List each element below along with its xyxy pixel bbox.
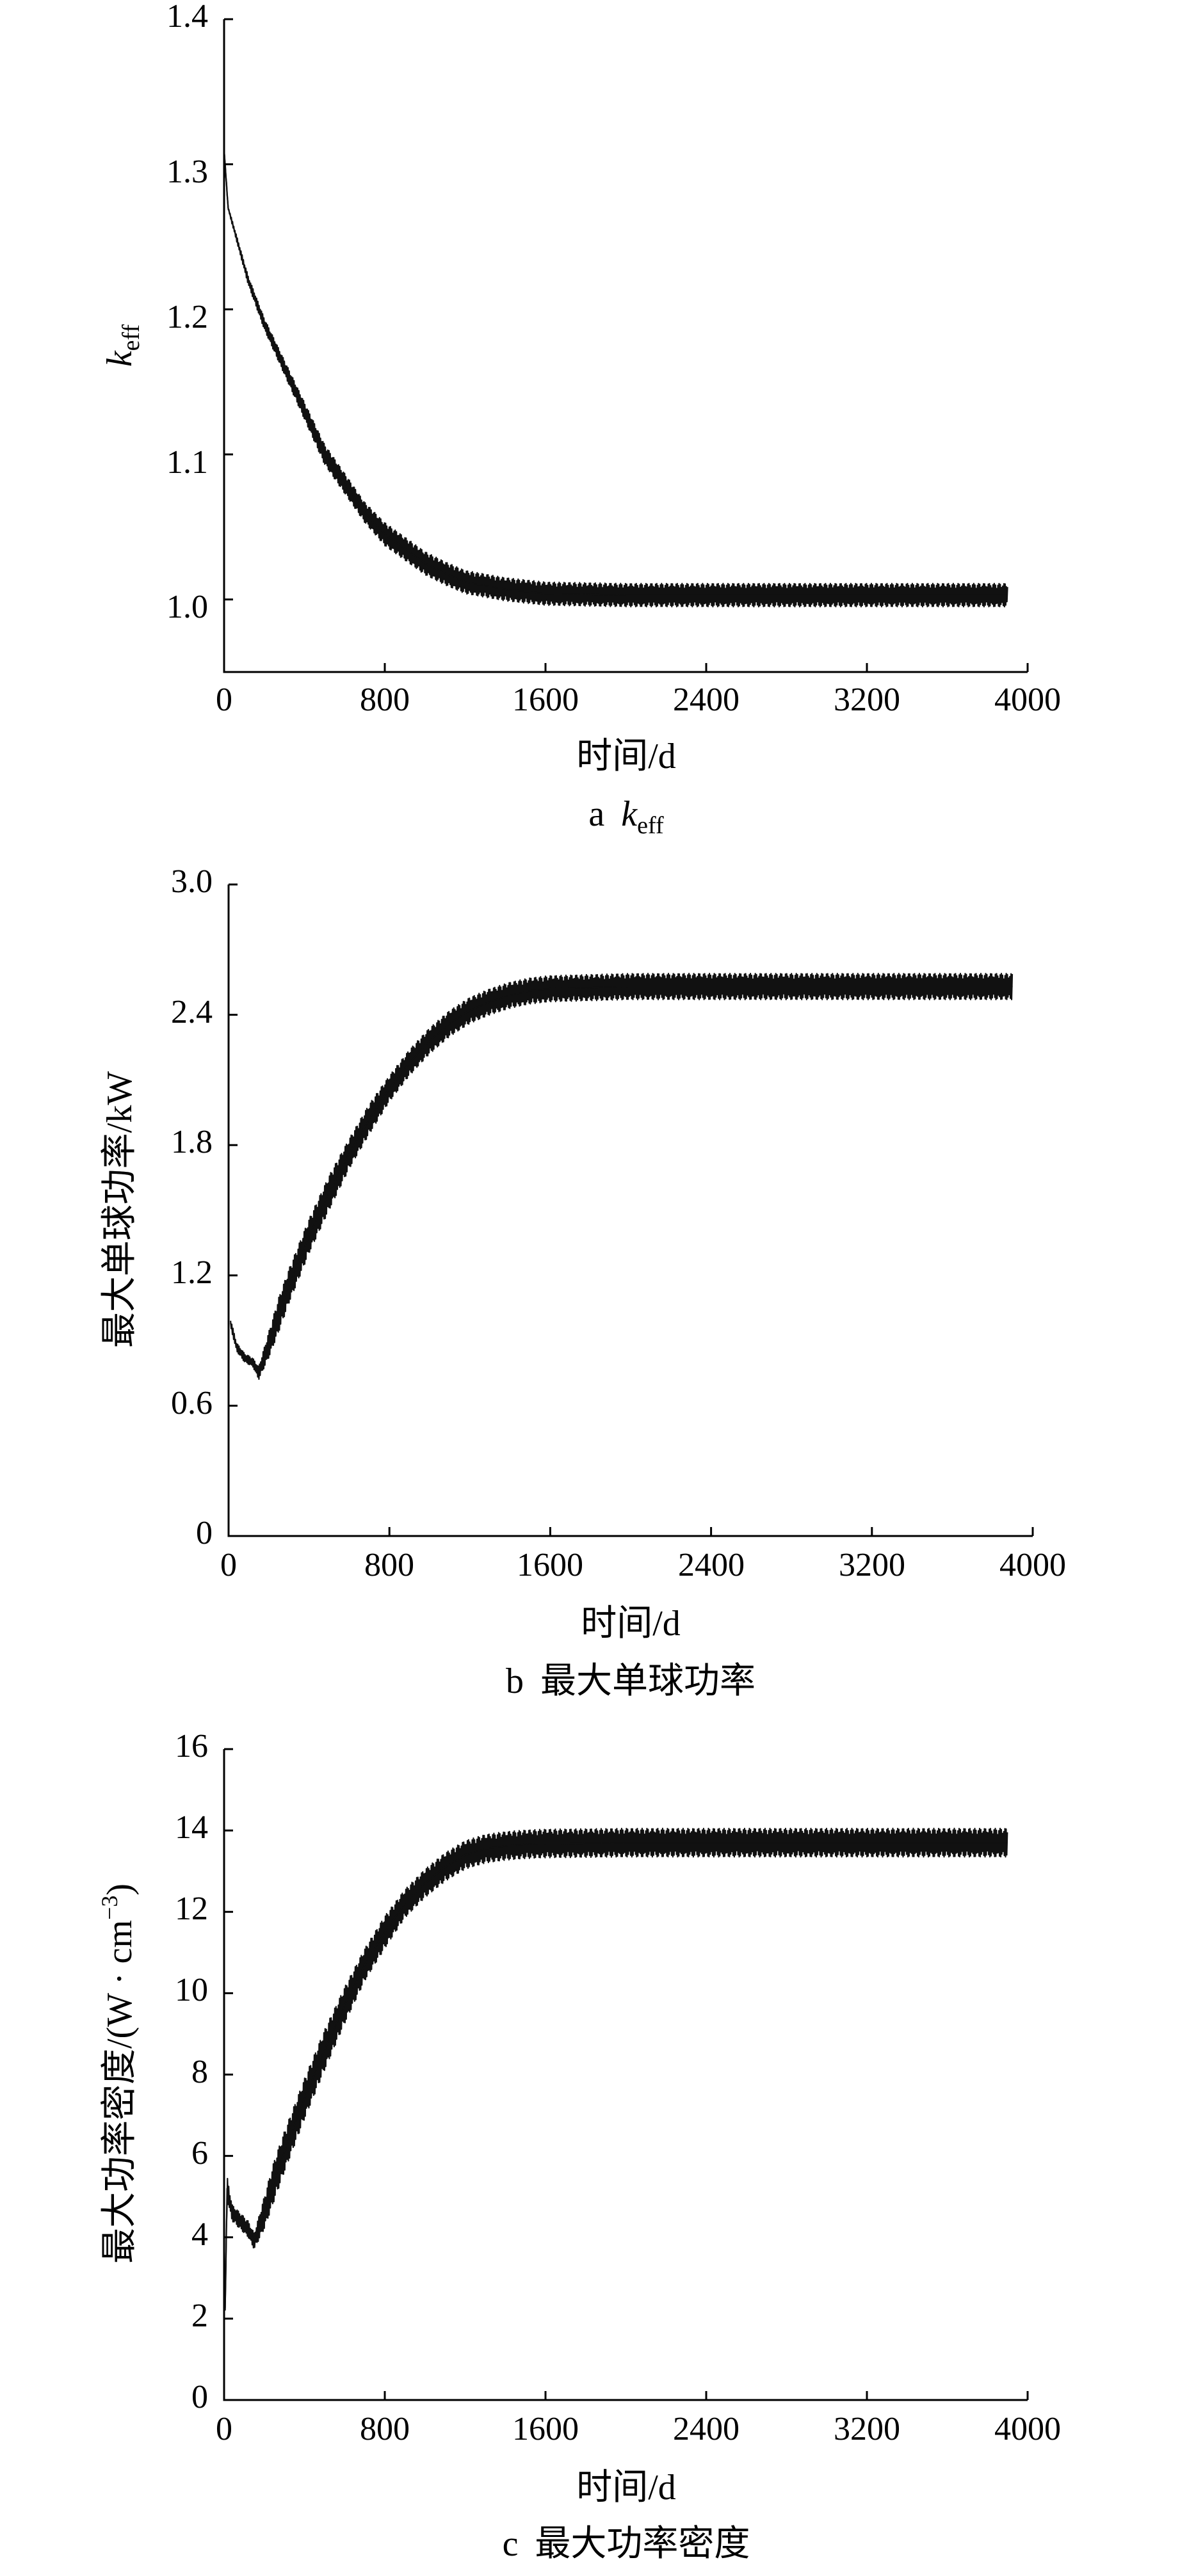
panel-b-xtick-4: 2400	[678, 1547, 745, 1583]
panel-c-xtick-1: 0	[216, 2411, 232, 2447]
panel-a-ytick-2: 1.1	[166, 444, 208, 481]
panel-c-ytick-8: 14	[175, 1809, 208, 1846]
panel-c-ytick-7: 12	[175, 1891, 208, 1927]
panel-a-xtick-4: 2400	[673, 682, 740, 718]
panel-b-xtick-6: 4000	[999, 1547, 1066, 1583]
panel-a-plot	[223, 148, 1008, 608]
panel-b-ytick-3: 1.2	[171, 1254, 213, 1291]
panel-a: 1.0 1.1 1.2 1.3 1.4 0 800 1600 2400 3200…	[100, 0, 1061, 839]
panel-a-axis-frame	[223, 19, 1028, 673]
panel-c-ytick-5: 8	[191, 2054, 208, 2090]
panel-c-xtick-3: 1600	[512, 2411, 579, 2447]
panel-b-ytick-4: 1.8	[171, 1124, 213, 1160]
panel-a-ytick-4: 1.3	[166, 154, 208, 190]
panel-c-xtick-2: 800	[360, 2411, 410, 2447]
panel-b-series-1	[230, 973, 1014, 1380]
panel-b-ytick-2: 0.6	[171, 1385, 213, 1421]
panel-b-plot	[230, 973, 1014, 1380]
panel-b-ylabel: 最大单球功率/kW	[100, 1071, 140, 1348]
panel-a-xtick-3: 1600	[512, 682, 579, 718]
panel-a-caption: a keff	[588, 794, 664, 839]
panel-c-series-1-trend	[224, 1842, 1008, 2311]
panel-a-ytick-5: 1.4	[166, 0, 208, 35]
panel-c-series-1	[224, 1827, 1008, 2308]
panel-a-series-1	[223, 148, 1008, 608]
panel-b-ytick-5: 2.4	[171, 994, 213, 1030]
panel-a-ytick-3: 1.2	[166, 299, 208, 335]
panel-c-ylabel: 最大功率密度/(W · cm−3)	[97, 1884, 140, 2264]
panel-c-plot	[224, 1827, 1008, 2311]
panel-a-xtick-6: 4000	[994, 682, 1061, 718]
panel-a-ylabel: keff	[100, 324, 145, 367]
panel-c-xlabel: 时间/d	[576, 2468, 676, 2508]
panel-c-ytick-4: 6	[191, 2135, 208, 2172]
panel-b-xlabel: 时间/d	[581, 1604, 681, 1644]
panel-c-xtick-6: 4000	[994, 2411, 1061, 2447]
panel-a-xtick-2: 800	[360, 682, 410, 718]
panel-a-xtick-5: 3200	[834, 682, 900, 718]
panel-c-ytick-6: 10	[175, 1972, 208, 2008]
panel-b-ytick-1: 0	[196, 1515, 213, 1551]
panel-a-ticks	[223, 18, 1029, 672]
panel-b-caption: b 最大单球功率	[506, 1661, 756, 1701]
panel-c-ytick-3: 4	[191, 2216, 208, 2253]
panel-a-xlabel: 时间/d	[576, 737, 676, 776]
panel-c-xtick-4: 2400	[673, 2411, 740, 2447]
panel-c-ticks	[223, 1748, 1029, 2401]
panel-b-ytick-6: 3.0	[171, 863, 213, 900]
panel-b-xtick-1: 0	[220, 1547, 237, 1583]
panel-c-caption: c 最大功率密度	[503, 2524, 750, 2564]
panel-b-xtick-5: 3200	[839, 1547, 905, 1583]
panel-a-xtick-1: 0	[216, 682, 232, 718]
panel-c-xtick-5: 3200	[834, 2411, 900, 2447]
panel-b-xtick-3: 1600	[517, 1547, 583, 1583]
panel-b-xtick-2: 800	[364, 1547, 414, 1583]
panel-a-ytick-1: 1.0	[166, 589, 208, 625]
panel-c-ytick-9: 16	[175, 1728, 208, 1764]
panel-c: 0 2 4 6 8 10 12 14 16 0 800 1600 2400 32…	[97, 1728, 1061, 2564]
panel-b: 0 0.6 1.2 1.8 2.4 3.0 0 800 1600 2400 32…	[100, 863, 1066, 1701]
panel-a-series-1-trend	[223, 149, 1008, 596]
panel-b-ticks	[227, 883, 1034, 1537]
panel-c-ytick-2: 2	[191, 2298, 208, 2334]
panel-b-series-1-trend	[230, 986, 1013, 1374]
panel-c-ytick-1: 0	[191, 2379, 208, 2415]
